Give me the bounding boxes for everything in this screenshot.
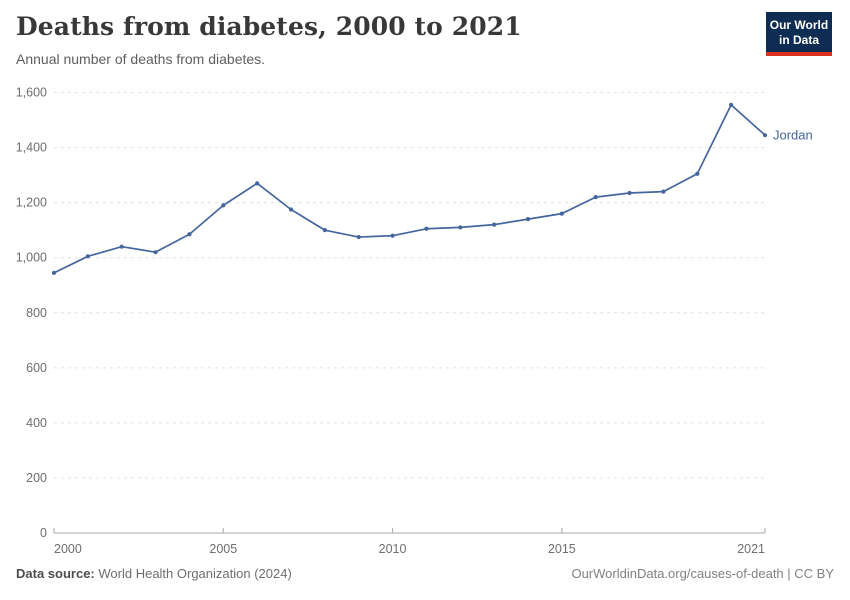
x-tick-label: 2015: [548, 542, 576, 556]
data-point-marker[interactable]: [458, 225, 463, 230]
x-tick-label: 2010: [379, 542, 407, 556]
line-chart: 0 200 400 600 800 1,000 1,200 1,400 1,600 2000 200…: [0, 80, 850, 560]
chart-canvas: 0 200 400 600 800 1,000 1,200 1,400 1,600 2000 200…: [16, 86, 813, 557]
y-tick-label: 1,400: [16, 141, 47, 155]
owid-logo-line2: in Data: [778, 32, 819, 47]
data-source-value: World Health Organization (2024): [98, 566, 292, 581]
data-point-marker[interactable]: [525, 217, 531, 222]
y-tick-label: 0: [40, 526, 47, 540]
data-point-marker[interactable]: [661, 189, 666, 194]
owid-logo[interactable]: Our World in Data: [766, 12, 832, 57]
y-tick-label: 600: [26, 361, 47, 375]
entity-label[interactable]: Jordan: [773, 128, 813, 143]
data-point-marker[interactable]: [627, 190, 632, 196]
y-tick-label: 400: [26, 416, 47, 430]
data-point-marker[interactable]: [762, 133, 768, 138]
data-point-marker[interactable]: [119, 244, 124, 249]
data-point-marker[interactable]: [221, 203, 226, 208]
y-tick-label: 200: [26, 471, 47, 485]
license-link[interactable]: OurWorldinData.org/causes-of-death | CC …: [571, 566, 834, 581]
x-tick-label: 2005: [209, 542, 237, 556]
data-point-marker[interactable]: [153, 250, 158, 255]
data-point-marker[interactable]: [492, 222, 497, 227]
data-point-marker[interactable]: [255, 181, 260, 186]
chart-title: Deaths from diabetes, 2000 to 2021: [16, 12, 522, 41]
data-point-marker[interactable]: [695, 171, 700, 176]
chart-subtitle: Annual number of deaths from diabetes.: [16, 51, 266, 67]
data-point-marker[interactable]: [390, 233, 395, 238]
owid-logo-line1: Our World: [769, 18, 829, 32]
data-point-marker[interactable]: [593, 195, 598, 200]
y-tick-label: 1,200: [16, 196, 47, 210]
data-source-label: Data source:: [16, 566, 95, 581]
data-source: Data source: World Health Organization (…: [16, 566, 292, 581]
data-point-marker[interactable]: [288, 207, 294, 212]
data-point-marker[interactable]: [559, 211, 564, 216]
chart-header: Deaths from diabetes, 2000 to 2021 Annua…: [16, 12, 834, 67]
data-point-marker[interactable]: [322, 228, 327, 233]
data-point-marker[interactable]: [729, 102, 734, 107]
x-tick-label: 2021: [737, 542, 765, 556]
y-tick-label: 1,600: [16, 86, 47, 100]
data-point-marker[interactable]: [187, 232, 192, 237]
data-point-marker[interactable]: [356, 234, 361, 240]
data-point-marker[interactable]: [85, 254, 90, 259]
y-tick-label: 1,000: [16, 251, 47, 265]
x-tick-label: 2000: [54, 542, 82, 556]
data-series-line[interactable]: [53, 104, 766, 274]
chart-footer: Data source: World Health Organization (…: [16, 566, 834, 581]
data-point-marker[interactable]: [424, 226, 429, 231]
y-tick-label: 800: [26, 306, 47, 320]
data-point-marker[interactable]: [51, 270, 57, 275]
